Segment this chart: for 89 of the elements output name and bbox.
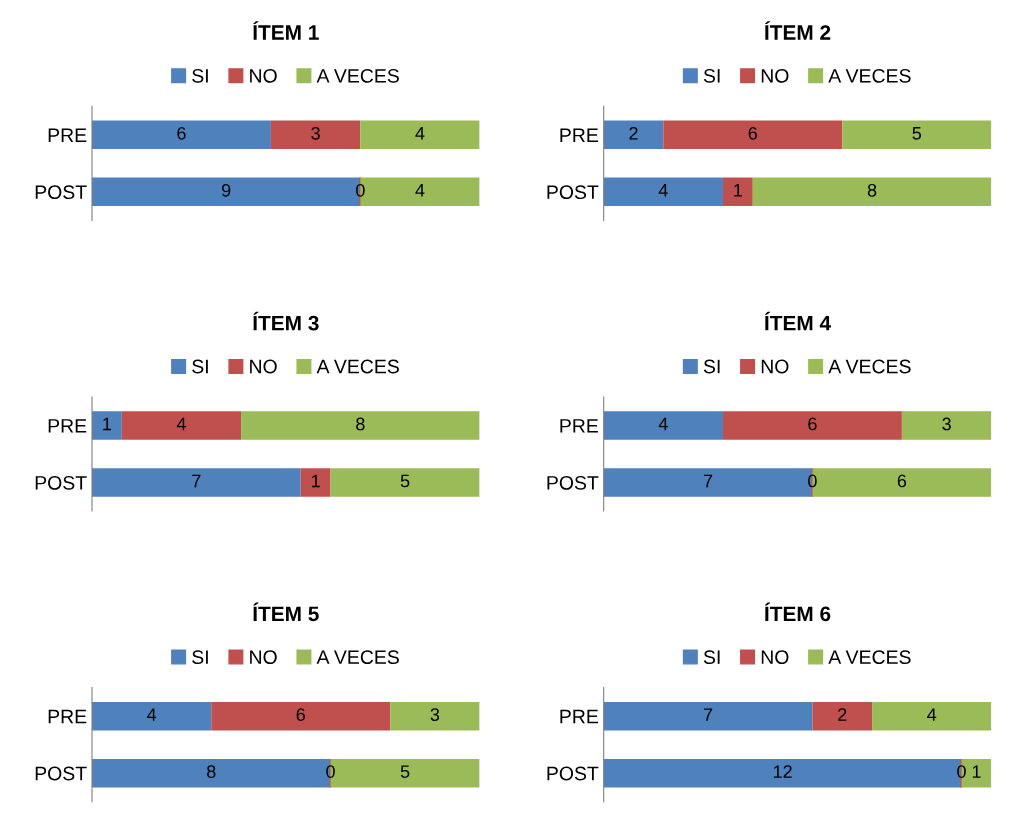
legend-label: NO bbox=[250, 359, 277, 374]
data-label: 7 bbox=[703, 474, 713, 488]
data-label: 4 bbox=[147, 708, 157, 721]
legend-label: A VECES bbox=[828, 650, 911, 665]
bar bbox=[722, 177, 753, 207]
legend-label: A VECES bbox=[316, 650, 399, 665]
data-label: 4 bbox=[658, 184, 668, 197]
data-label: 5 bbox=[912, 127, 922, 140]
data-label: 1 bbox=[734, 184, 743, 197]
bar bbox=[603, 177, 723, 207]
data-label: 7 bbox=[192, 474, 201, 488]
bar bbox=[603, 120, 664, 150]
data-label: 9 bbox=[221, 183, 231, 197]
y-tick-label: POST bbox=[547, 475, 599, 490]
data-label: 6 bbox=[177, 126, 186, 140]
chart-title: ÍTEM 1 bbox=[253, 21, 319, 40]
y-tick-label: PRE bbox=[560, 419, 598, 433]
data-label: 6 bbox=[897, 474, 907, 488]
legend-label: NO bbox=[250, 650, 277, 665]
bar bbox=[663, 120, 843, 150]
legend-label: SI bbox=[703, 650, 720, 665]
bar bbox=[300, 468, 331, 497]
data-label: 8 bbox=[867, 183, 877, 197]
legend-label: SI bbox=[192, 650, 208, 665]
legend-label: A VECES bbox=[828, 68, 911, 83]
bar bbox=[91, 468, 301, 497]
data-label: 5 bbox=[400, 474, 410, 488]
chart-title: ÍTEM 3 bbox=[253, 311, 319, 331]
data-label: 1 bbox=[103, 417, 112, 431]
legend-label: A VECES bbox=[828, 359, 911, 374]
bar bbox=[842, 120, 992, 150]
legend-label: SI bbox=[703, 68, 720, 83]
bar bbox=[390, 701, 480, 731]
y-tick-label: PRE bbox=[560, 128, 598, 142]
data-label: 4 bbox=[927, 708, 937, 721]
data-label: 6 bbox=[748, 126, 758, 140]
data-label: 4 bbox=[415, 127, 425, 140]
y-tick-label: POST bbox=[547, 185, 599, 200]
bar bbox=[211, 701, 391, 731]
legend-label: SI bbox=[192, 68, 208, 83]
data-label: 5 bbox=[400, 765, 410, 778]
data-label: 8 bbox=[356, 417, 365, 431]
data-label: 8 bbox=[207, 765, 216, 778]
y-tick-label: PRE bbox=[48, 128, 87, 142]
y-tick-label: POST bbox=[35, 185, 87, 200]
bar bbox=[241, 411, 480, 440]
data-label: 3 bbox=[942, 417, 951, 431]
legend-label: A VECES bbox=[316, 359, 399, 374]
bar bbox=[752, 177, 992, 207]
data-label: 12 bbox=[773, 765, 792, 778]
data-label: 4 bbox=[658, 417, 668, 431]
y-tick-label: PRE bbox=[560, 709, 598, 724]
chart-title: ÍTEM 5 bbox=[253, 602, 319, 622]
legend-label: A VECES bbox=[316, 68, 399, 83]
bar bbox=[901, 411, 992, 440]
y-tick-label: POST bbox=[35, 766, 87, 781]
data-label: 6 bbox=[808, 417, 817, 431]
data-label: 2 bbox=[629, 126, 638, 140]
bar bbox=[603, 701, 813, 731]
data-label: 3 bbox=[430, 708, 440, 721]
y-tick-label: PRE bbox=[48, 709, 87, 724]
y-tick-label: POST bbox=[547, 766, 599, 781]
bar bbox=[330, 468, 480, 497]
legend-label: SI bbox=[703, 359, 720, 374]
legend-label: NO bbox=[250, 68, 277, 83]
bar bbox=[872, 701, 992, 731]
legend-label: SI bbox=[192, 359, 208, 374]
data-label: 3 bbox=[311, 126, 320, 140]
legend-label: NO bbox=[761, 359, 789, 374]
chart-title: ÍTEM 6 bbox=[765, 602, 831, 622]
y-tick-label: PRE bbox=[48, 419, 87, 433]
data-label: 1 bbox=[311, 474, 320, 488]
bar bbox=[91, 411, 122, 440]
legend-label: NO bbox=[761, 68, 789, 83]
bar bbox=[603, 411, 723, 440]
data-label: 7 bbox=[703, 708, 713, 721]
chart-title: ÍTEM 4 bbox=[765, 311, 831, 331]
chart-title: ÍTEM 2 bbox=[765, 21, 831, 40]
legend-label: NO bbox=[761, 650, 789, 665]
data-label: 4 bbox=[176, 417, 186, 431]
bar bbox=[722, 411, 902, 440]
data-label: 6 bbox=[296, 708, 305, 721]
data-label: 4 bbox=[415, 184, 425, 197]
data-label: 1 bbox=[972, 765, 981, 778]
bar bbox=[812, 701, 873, 731]
bar bbox=[91, 701, 212, 731]
data-label: 2 bbox=[838, 708, 847, 721]
y-tick-label: POST bbox=[35, 475, 87, 490]
bar bbox=[121, 411, 242, 440]
